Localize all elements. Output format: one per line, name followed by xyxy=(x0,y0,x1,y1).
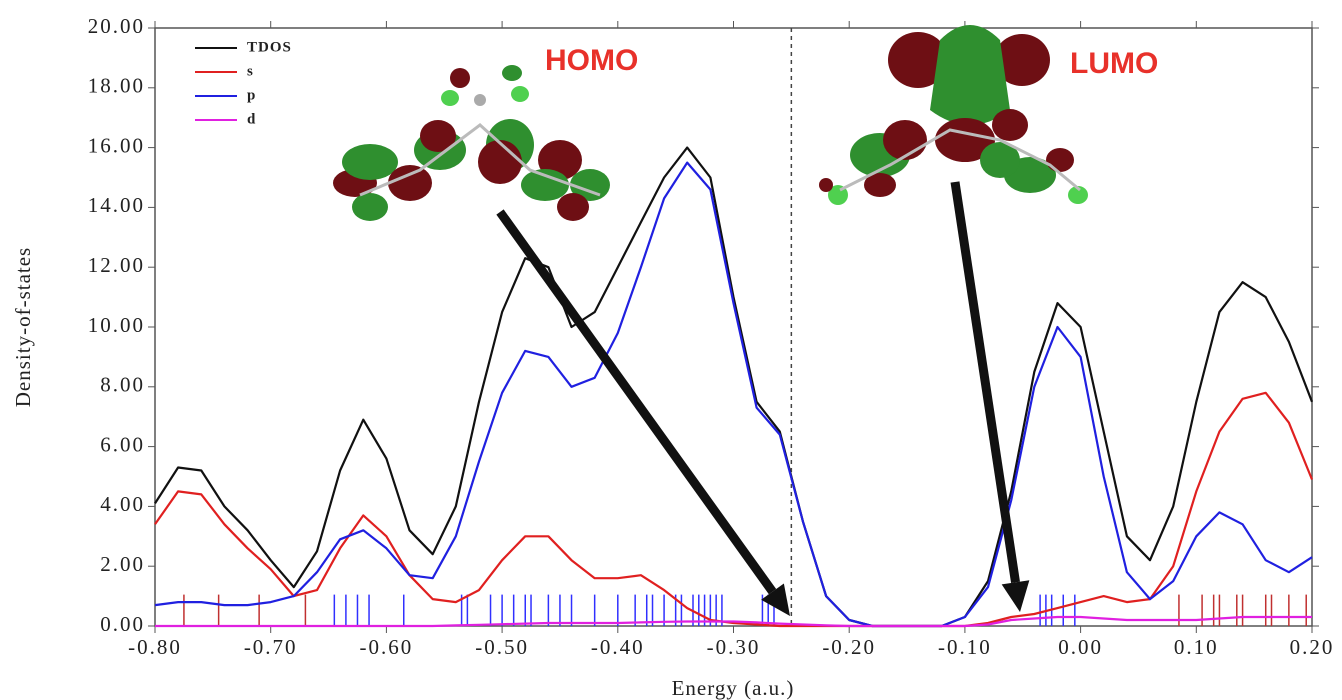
x-tick-label: 0.10 xyxy=(1174,635,1219,659)
plot-area: 0.00 2.00 4.00 6.00 8.00 10.00 12.00 14.00 16.00… xyxy=(88,14,1335,659)
arrow-shaft xyxy=(955,182,1016,582)
y-tick-label: 18.00 xyxy=(88,74,145,98)
y-tick-label: 14.00 xyxy=(88,193,145,217)
x-axis-title: Energy (a.u.) xyxy=(672,676,795,700)
x-tick-label: -0.50 xyxy=(475,635,529,659)
x-tick-label: 0.20 xyxy=(1290,635,1335,659)
homo-label: HOMO xyxy=(545,44,638,77)
y-tick-label: 16.00 xyxy=(88,133,145,157)
y-tick-label: 10.00 xyxy=(88,313,145,337)
legend-label: s xyxy=(247,63,254,79)
x-tick-label: -0.80 xyxy=(128,635,182,659)
lumo-orbital xyxy=(819,25,1088,205)
dos-line xyxy=(155,163,1312,626)
legend-label: p xyxy=(247,87,256,103)
x-tick-label: -0.70 xyxy=(244,635,298,659)
homo-orbital xyxy=(333,65,610,221)
x-tick-label: -0.30 xyxy=(707,635,761,659)
legend-label: d xyxy=(247,111,256,127)
x-tick-label: -0.10 xyxy=(938,635,992,659)
legend-label: TDOS xyxy=(247,39,292,55)
y-tick-label: 2.00 xyxy=(100,552,145,576)
y-tick-label: 20.00 xyxy=(88,14,145,38)
y-tick-label: 12.00 xyxy=(88,253,145,277)
y-tick-label: 4.00 xyxy=(100,492,145,516)
x-tick-label: 0.00 xyxy=(1058,635,1103,659)
x-tick-label: -0.40 xyxy=(591,635,645,659)
lumo-label: LUMO xyxy=(1070,47,1158,80)
y-tick-label: 8.00 xyxy=(100,373,145,397)
y-tick-label: 0.00 xyxy=(100,612,145,636)
chart: 0.00 2.00 4.00 6.00 8.00 10.00 12.00 14.00 16.00… xyxy=(0,0,1342,700)
arrow-head xyxy=(1002,580,1030,612)
x-tick-label: -0.20 xyxy=(822,635,876,659)
y-tick-label: 6.00 xyxy=(100,432,145,456)
dos-line xyxy=(155,617,1312,626)
arrow-shaft xyxy=(500,212,773,592)
y-axis-title: Density-of-states xyxy=(11,247,35,407)
x-tick-label: -0.60 xyxy=(360,635,414,659)
